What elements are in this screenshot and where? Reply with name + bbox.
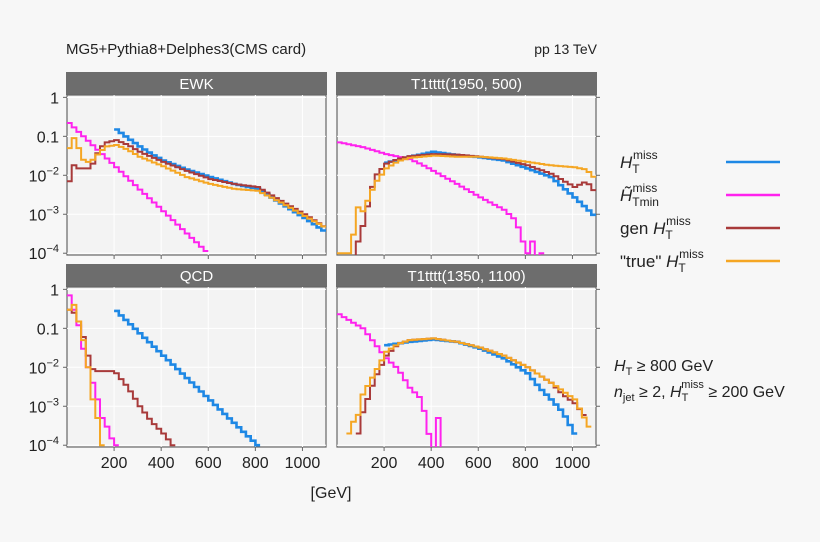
panel-strip	[336, 72, 597, 95]
energy-label: pp 13 TeV	[534, 41, 597, 57]
series-line-3	[67, 303, 105, 447]
legend-label: H̃Tminmiss	[620, 181, 659, 209]
panel-3: T1tttt(1350, 1100) 200 400 600 800 1000	[336, 264, 600, 472]
legend-item-0: HTmiss	[620, 148, 780, 176]
y-tick-label: 10−3	[29, 396, 59, 416]
legend-item-1: H̃Tminmiss	[620, 181, 780, 209]
series-line-3	[337, 154, 596, 255]
y-tick-label: 1	[50, 282, 59, 299]
panel-1: T1tttt(1950, 500)	[336, 72, 600, 259]
panel-title: T1tttt(1350, 1100)	[407, 268, 525, 285]
panel-strip	[66, 264, 327, 287]
x-tick-label: 200	[101, 455, 128, 472]
series-line-1	[337, 313, 442, 447]
x-tick-label: 600	[195, 455, 222, 472]
series-line-3	[67, 137, 326, 228]
x-tick-label: 200	[371, 455, 398, 472]
series-line-0	[384, 338, 578, 435]
y-tick-label: 10−4	[29, 243, 59, 263]
x-axis-label: [GeV]	[311, 485, 352, 502]
cut-njet-mht: njet ≥ 2, HTmiss ≥ 200 GeV	[614, 379, 785, 404]
panels: EWK 1 0.1 10−2 10−3 10−4 T1tttt(1950, 500) QCD 1…	[29, 72, 600, 472]
y-tick-label: 10−2	[29, 165, 59, 185]
x-tick-label: 1000	[555, 455, 591, 472]
y-tick-label: 0.1	[37, 129, 59, 146]
cut-ht: HT ≥ 800 GeV	[614, 358, 713, 378]
series-line-2	[67, 308, 176, 447]
legend-item-3: "true" HTmiss	[620, 247, 780, 275]
legend-item-2: gen HTmiss	[620, 214, 780, 242]
x-tick-label: 1000	[285, 455, 321, 472]
series-line-3	[346, 337, 592, 435]
y-tick-label: 1	[50, 90, 59, 107]
legend: HTmiss H̃Tminmiss gen HTmiss "true" HTmiss	[620, 148, 780, 275]
legend-label: gen HTmiss	[620, 214, 691, 242]
x-tick-label: 600	[465, 455, 492, 472]
series-line-0	[114, 128, 326, 232]
panel-title: EWK	[179, 76, 213, 93]
figure-title: MG5+Pythia8+Delphes3(CMS card)	[66, 41, 306, 58]
x-tick-label: 800	[242, 455, 269, 472]
x-tick-label: 800	[512, 455, 539, 472]
x-tick-label: 400	[418, 455, 445, 472]
panel-strip	[66, 72, 327, 95]
panel-strip	[336, 264, 597, 287]
panel-title: QCD	[180, 268, 214, 285]
x-tick-label: 400	[148, 455, 175, 472]
legend-label: "true" HTmiss	[620, 247, 704, 275]
legend-label: HTmiss	[620, 148, 658, 176]
panel-2: QCD 1 0.1 10−2 10−3 10−4 200 400 600 800 1000	[29, 264, 327, 472]
series-line-1	[67, 122, 209, 252]
panel-0: EWK 1 0.1 10−2 10−3 10−4	[29, 72, 327, 263]
y-tick-label: 0.1	[37, 321, 59, 338]
y-tick-label: 10−2	[29, 357, 59, 377]
series-line-0	[114, 309, 261, 447]
panel-title: T1tttt(1950, 500)	[411, 76, 522, 93]
y-tick-label: 10−3	[29, 204, 59, 224]
series-line-1	[337, 141, 545, 255]
y-tick-label: 10−4	[29, 435, 59, 455]
series-line-2	[67, 139, 326, 228]
